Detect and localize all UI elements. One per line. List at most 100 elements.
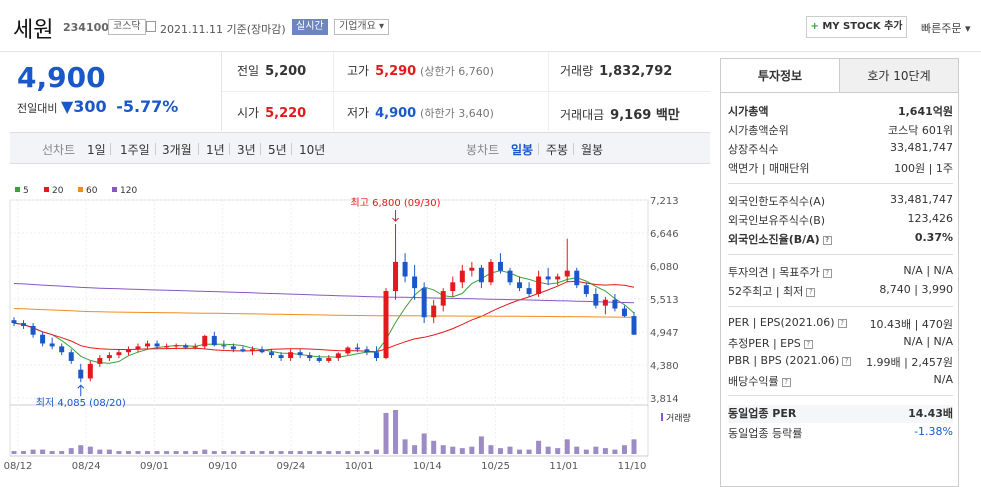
candle-body <box>307 355 313 359</box>
tab-10year[interactable]: 10년 <box>299 143 326 157</box>
open-cell: 시가 5,220 <box>237 106 307 121</box>
tab-monthly[interactable]: 월봉 <box>581 143 604 157</box>
x-tick-label: 09/24 <box>276 461 305 472</box>
candle-body <box>335 353 341 359</box>
volume-bar <box>30 449 36 454</box>
candle-body <box>526 288 532 294</box>
help-icon[interactable]: ? <box>806 287 816 297</box>
foreign-rate-row: 외국인소진율(B/A)? 0.37% <box>728 231 953 246</box>
high-annotation: 최고 6,800 (09/30) <box>351 197 441 209</box>
tab-1week[interactable]: 1주일 <box>120 143 150 157</box>
candle-body <box>49 343 55 347</box>
foreign-hold-row: 외국인보유주식수(B) 123,426 <box>728 212 953 227</box>
candle-body <box>517 282 523 289</box>
candle-chart-label: 봉차트 <box>466 143 500 157</box>
x-tick-label: 10/14 <box>413 461 442 472</box>
volume-bar <box>536 440 542 454</box>
candle-body <box>106 355 112 359</box>
realtime-button[interactable]: 실시간 <box>292 19 328 35</box>
tab-1day[interactable]: 1일 <box>87 143 106 157</box>
x-tick-label: 11/01 <box>549 461 578 472</box>
x-tick-label: 08/12 <box>4 461 33 472</box>
candle-body <box>249 349 255 352</box>
volume-bar <box>11 451 17 454</box>
invest-info-panel: 투자정보 호가 10단계 시가총액 1,641억원 시가총액순위 코스닥 601위 … <box>720 58 959 487</box>
volume-bar <box>269 451 275 454</box>
stock-name: 세원 <box>13 18 54 43</box>
moving-average-line-5 <box>13 270 635 364</box>
tab-daily[interactable]: 일봉 <box>511 143 534 157</box>
volume-bar <box>354 451 360 454</box>
moving-average-line-20 <box>13 280 635 353</box>
candle-body <box>574 270 580 286</box>
candle-body <box>183 345 189 348</box>
volume-bar <box>40 449 46 454</box>
candle-body <box>97 358 103 364</box>
volume-bar <box>450 446 456 454</box>
volume-bar <box>412 445 418 454</box>
plus-icon: + <box>810 21 823 32</box>
tab-1year[interactable]: 1년 <box>206 143 225 157</box>
volume-bar <box>211 451 217 454</box>
volume-cell: 거래량 1,832,792 <box>560 64 673 79</box>
x-tick-label: 11/10 <box>618 461 647 472</box>
market-cap-rank-row: 시가총액순위 코스닥 601위 <box>728 124 953 137</box>
volume-bar <box>459 448 465 454</box>
candle-body <box>440 291 446 306</box>
candle-body <box>383 291 389 359</box>
x-tick-label: 09/01 <box>140 461 169 472</box>
candle-body <box>402 261 408 277</box>
legend-label: 120 <box>120 186 137 196</box>
candle-body <box>240 349 246 352</box>
tab-5year[interactable]: 5년 <box>268 143 287 157</box>
y-tick-label: 6,080 <box>650 262 679 273</box>
candle-body <box>21 323 27 326</box>
tab-3year[interactable]: 3년 <box>237 143 256 157</box>
candle-body <box>202 335 208 347</box>
volume-bar <box>383 412 389 454</box>
help-icon[interactable]: ? <box>781 377 791 387</box>
help-icon[interactable]: ? <box>842 356 852 366</box>
volume-bar <box>78 445 84 454</box>
help-icon[interactable]: ? <box>837 318 847 328</box>
mystock-add-button[interactable]: + MY STOCK 추가 <box>806 16 907 38</box>
change-percent: -5.77% <box>116 97 179 116</box>
volume-bar <box>97 449 103 454</box>
candle-body <box>11 320 17 324</box>
stock-chart[interactable]: 5 20 60 120 7,213 6,646 6,080 5,513 4,947 4,380 3,… <box>0 176 710 487</box>
low-annotation: 최저 4,085 (08/20) <box>36 397 126 409</box>
candle-body <box>478 267 484 283</box>
candle-body <box>278 355 284 359</box>
sector-per-row[interactable]: 동일업종 PER 14.43배 <box>728 405 953 423</box>
help-icon[interactable]: ? <box>822 235 832 245</box>
tab-3month[interactable]: 3개월 <box>162 143 192 157</box>
amount-cell: 거래대금 9,169 백만 <box>560 108 680 123</box>
candle-body <box>326 358 332 361</box>
quick-order-button[interactable]: 빠른주문 ▾ <box>921 22 971 35</box>
volume-bar <box>249 451 255 454</box>
volume-bar <box>288 451 294 454</box>
help-icon[interactable]: ? <box>822 268 832 278</box>
legend-swatch <box>15 187 20 192</box>
change-value: ▼300 <box>60 97 107 116</box>
company-overview-button[interactable]: 기업개요 ▾ <box>334 19 389 35</box>
opinion-row: 투자의견 | 목표주가? N/A | N/A <box>728 264 953 279</box>
line-chart-label: 선차트 <box>42 143 76 157</box>
tab-invest-info[interactable]: 투자정보 <box>757 69 803 83</box>
sector-rate-row[interactable]: 동일업종 등락률 -1.38% <box>728 425 953 440</box>
help-icon[interactable]: ? <box>803 339 813 349</box>
candle-body <box>345 347 351 354</box>
tab-weekly[interactable]: 주봉 <box>546 143 569 157</box>
candle-body <box>459 270 465 283</box>
x-tick-label: 09/10 <box>208 461 237 472</box>
candle-body <box>316 358 322 361</box>
candle-body <box>259 349 265 353</box>
y-tick-label: 4,380 <box>650 361 679 372</box>
candle-body <box>211 335 217 346</box>
tab-hoga[interactable]: 호가 10단계 <box>839 59 958 92</box>
volume-bar <box>116 451 122 454</box>
y-tick-label: 3,814 <box>650 394 679 405</box>
volume-bar <box>440 445 446 454</box>
candle-body <box>297 352 303 356</box>
volume-bar <box>345 451 351 454</box>
